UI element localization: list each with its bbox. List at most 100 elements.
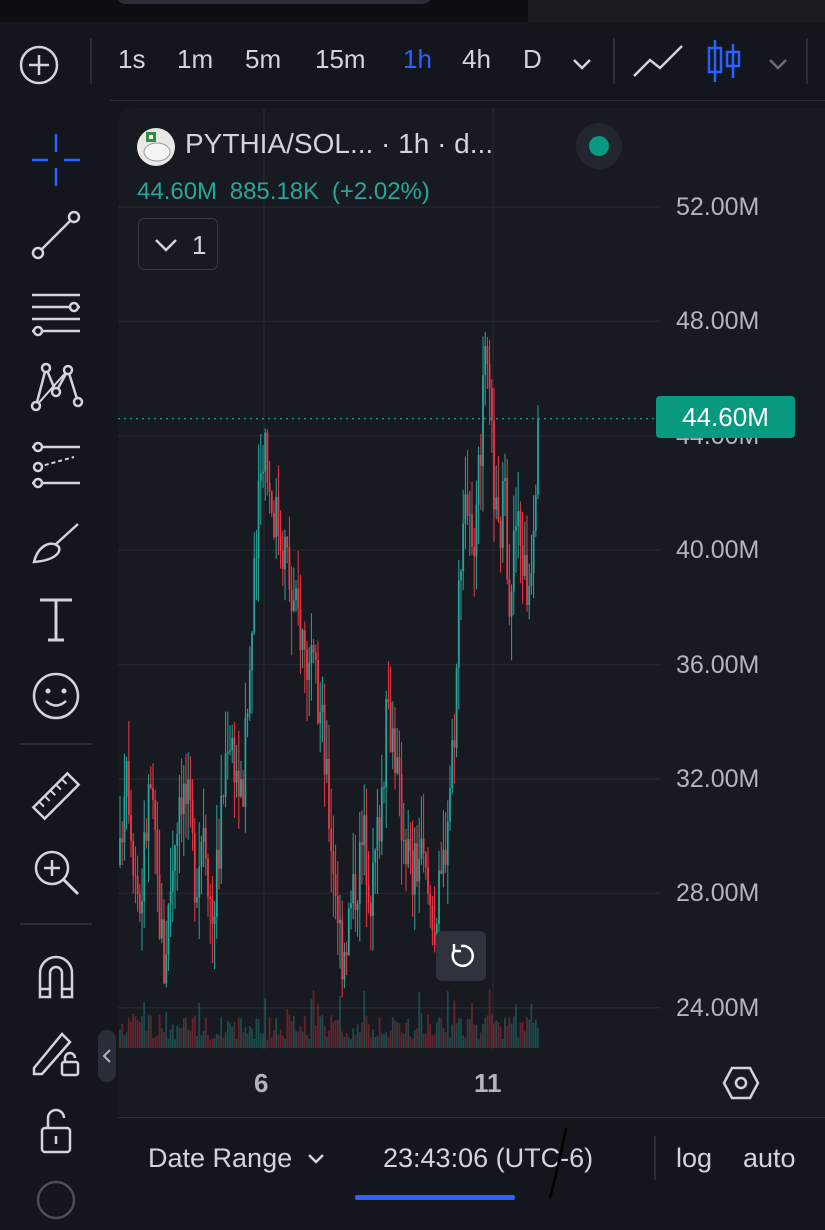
volume-bar — [345, 1032, 348, 1048]
volume-bar — [438, 1017, 440, 1048]
volume-bar — [281, 1035, 284, 1048]
hexagon-settings-icon — [722, 1066, 760, 1100]
candle-body — [284, 536, 286, 570]
candle-body — [180, 797, 183, 815]
interval-dropdown-button[interactable] — [570, 52, 594, 76]
interval-1m[interactable]: 1m — [177, 44, 214, 74]
volume-bar — [246, 1033, 249, 1048]
pattern-tool[interactable] — [22, 356, 90, 416]
volume-bar — [495, 1020, 498, 1048]
candle-body — [451, 740, 454, 789]
brush-tool[interactable] — [22, 514, 90, 574]
reset-chart-button[interactable] — [436, 931, 486, 981]
chart-settings-button[interactable] — [722, 1064, 760, 1102]
fib-retracement-tool[interactable] — [22, 283, 90, 343]
chart-type-line-button[interactable] — [632, 42, 684, 82]
volume-bar — [273, 1030, 275, 1048]
candle-body — [479, 455, 482, 466]
candlestick-icon — [707, 40, 741, 82]
candle-body — [440, 870, 443, 874]
candle-body — [193, 832, 196, 903]
volume-bar — [187, 1029, 190, 1048]
candle-body — [167, 904, 170, 955]
indicators-toggle-button[interactable]: 1 — [138, 218, 218, 270]
candle-body — [429, 893, 432, 906]
candle-body — [391, 728, 394, 752]
lock-drawings-pencil-button[interactable] — [22, 1022, 90, 1082]
interval-d[interactable]: D — [523, 44, 542, 74]
smiley-icon — [32, 672, 80, 720]
candle-body — [473, 546, 476, 557]
volume-bar — [497, 1021, 500, 1048]
interval-1h[interactable]: 1h — [403, 44, 432, 74]
volume-bar — [319, 1016, 322, 1048]
candle-body — [259, 473, 262, 481]
volume-bar — [198, 1002, 201, 1048]
volume-bar — [145, 1031, 148, 1048]
candle-body — [409, 839, 412, 851]
candle-body — [132, 841, 135, 876]
magnet-mode-button[interactable] — [22, 945, 90, 1005]
chart-type-dropdown-button[interactable] — [766, 52, 790, 76]
candle-body — [308, 663, 311, 680]
volume-bar — [416, 1028, 418, 1048]
volume-bar — [213, 1037, 216, 1048]
candle-body — [264, 432, 267, 472]
volume-bar — [141, 1016, 143, 1048]
candle-body — [442, 849, 445, 874]
volume-bar — [182, 1018, 185, 1048]
volume-bar — [402, 1033, 405, 1048]
candle-body — [222, 795, 225, 798]
candle-body — [209, 896, 212, 900]
volume-bar — [508, 1016, 511, 1048]
volume-bar — [174, 1039, 176, 1048]
volume-bar — [433, 1034, 436, 1048]
volume-bar — [468, 1019, 471, 1048]
interval-1s[interactable]: 1s — [118, 44, 146, 74]
candle-body — [521, 545, 524, 576]
sidebar-collapse-handle[interactable] — [98, 1030, 116, 1082]
log-scale-toggle[interactable]: log — [676, 1143, 713, 1173]
candle-body — [427, 867, 429, 894]
price-chart[interactable] — [118, 108, 825, 1116]
symbol-title[interactable]: PYTHIA/SOL... · 1h · d... — [185, 128, 494, 159]
candle-body — [466, 494, 469, 516]
price-axis-label: 28.00M — [676, 879, 760, 907]
volume-bar — [396, 1022, 399, 1048]
date-range-button[interactable]: Date Range — [148, 1143, 326, 1174]
crosshair-icon — [32, 134, 80, 186]
visibility-tool[interactable] — [22, 1170, 90, 1230]
interval-15m[interactable]: 15m — [315, 44, 366, 74]
volume-bar — [422, 1033, 425, 1048]
chevron-left-icon — [102, 1049, 111, 1063]
volume-bar — [407, 1019, 410, 1048]
text-tool[interactable] — [22, 590, 90, 650]
interval-5m[interactable]: 5m — [245, 44, 282, 74]
add-symbol-button[interactable] — [18, 44, 60, 86]
volume-bar — [484, 1017, 487, 1048]
lock-all-button[interactable] — [22, 1100, 90, 1160]
volume-bar — [303, 1015, 306, 1048]
volume-bar — [312, 990, 315, 1048]
auto-scale-toggle[interactable]: auto — [743, 1143, 796, 1173]
candle-body — [347, 908, 350, 955]
candle-body — [158, 874, 161, 939]
pattern-icon — [30, 362, 84, 412]
trend-line-tool[interactable] — [22, 205, 90, 265]
crosshair-tool[interactable] — [22, 130, 90, 190]
chart-type-candles-button[interactable] — [704, 38, 744, 84]
volume-bar — [409, 1036, 412, 1048]
volume-bar — [424, 1033, 427, 1048]
zoom-tool[interactable] — [22, 842, 90, 902]
legend-change-pct: (+2.02%) — [331, 178, 430, 205]
volume-bar — [123, 1035, 126, 1048]
brush-icon — [32, 523, 79, 564]
candle-body — [497, 497, 500, 522]
forecast-tool[interactable] — [22, 435, 90, 495]
measure-tool[interactable] — [22, 766, 90, 826]
volume-bar — [504, 1017, 506, 1048]
interval-4h[interactable]: 4h — [462, 44, 491, 74]
market-status-indicator[interactable] — [576, 123, 622, 169]
volume-bar — [242, 1032, 245, 1048]
emoji-tool[interactable] — [22, 666, 90, 726]
